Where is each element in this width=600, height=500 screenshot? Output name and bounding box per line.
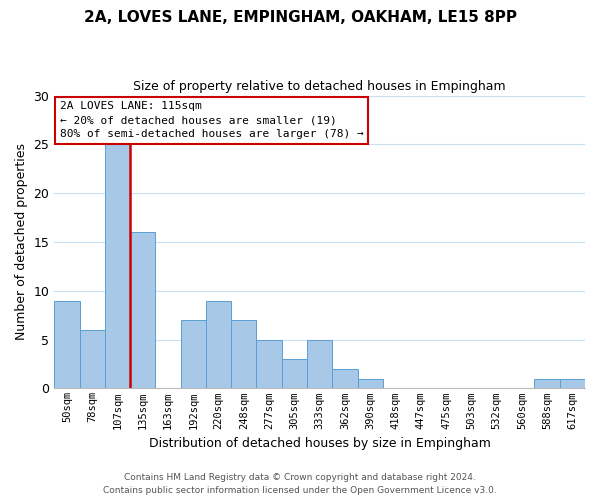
Bar <box>256 340 282 388</box>
Bar <box>80 330 105 388</box>
Bar <box>181 320 206 388</box>
Bar <box>282 359 307 388</box>
Bar <box>358 378 383 388</box>
X-axis label: Distribution of detached houses by size in Empingham: Distribution of detached houses by size … <box>149 437 491 450</box>
Title: Size of property relative to detached houses in Empingham: Size of property relative to detached ho… <box>133 80 506 93</box>
Text: Contains HM Land Registry data © Crown copyright and database right 2024.
Contai: Contains HM Land Registry data © Crown c… <box>103 474 497 495</box>
Bar <box>307 340 332 388</box>
Bar <box>332 369 358 388</box>
Y-axis label: Number of detached properties: Number of detached properties <box>15 144 28 340</box>
Bar <box>560 378 585 388</box>
Bar <box>206 300 231 388</box>
Bar <box>105 144 130 388</box>
Bar <box>231 320 256 388</box>
Text: 2A LOVES LANE: 115sqm
← 20% of detached houses are smaller (19)
80% of semi-deta: 2A LOVES LANE: 115sqm ← 20% of detached … <box>59 102 364 140</box>
Bar <box>54 300 80 388</box>
Bar <box>535 378 560 388</box>
Bar <box>130 232 155 388</box>
Text: 2A, LOVES LANE, EMPINGHAM, OAKHAM, LE15 8PP: 2A, LOVES LANE, EMPINGHAM, OAKHAM, LE15 … <box>83 10 517 25</box>
